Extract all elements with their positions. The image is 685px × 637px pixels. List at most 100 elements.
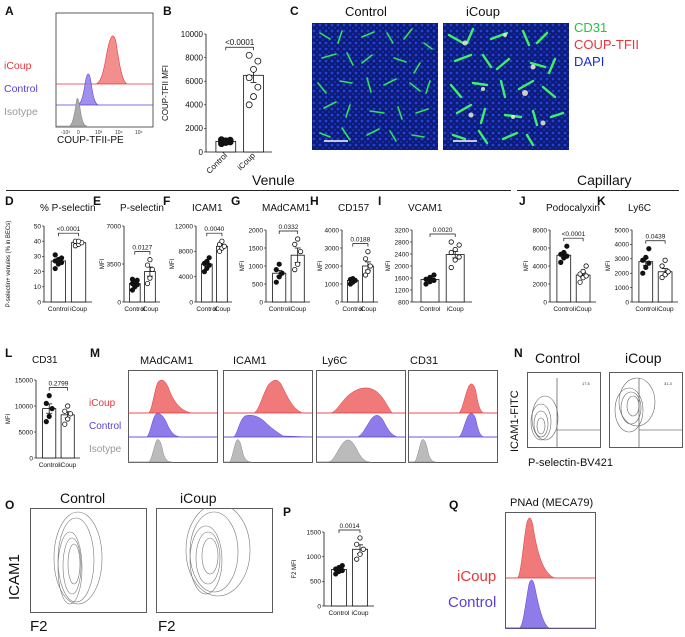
chart-f-point (221, 243, 227, 249)
panel-letter-q: Q (449, 498, 459, 512)
chart-i-point (452, 257, 458, 263)
panel-o-contours (30, 508, 273, 613)
chart-h-ylabel: MFI (318, 261, 324, 272)
chart-f-tick-label: 0 (189, 299, 193, 306)
panel-letter-o: O (5, 498, 15, 512)
chart-f-title: ICAM1 (192, 203, 223, 214)
panel-q-title: PNAd (MECA79) (510, 497, 594, 509)
panel-q-histogram (505, 512, 596, 629)
panel-letter-m: M (90, 346, 100, 360)
chart-d-category-label: Control (48, 306, 70, 313)
chart-i-tick-label: 2800 (395, 239, 410, 246)
chart-d-category-label: iCoup (70, 306, 87, 313)
chart-p-pvalue: 0.0014 (340, 523, 360, 530)
chart-h-tick-label: 4000 (325, 227, 340, 234)
chart-j-sig-bracket (563, 237, 584, 242)
chart-j-tick-label: 4000 (533, 263, 548, 270)
panel-m-legend-isotype: Isotype (89, 444, 122, 455)
panel-n-control-title: Control (535, 350, 581, 366)
venule-rule (6, 190, 511, 191)
chart-f-point (206, 255, 212, 261)
chart-d-tick-label: 30 (34, 254, 42, 261)
chart-b-tick-label: 6000 (185, 77, 203, 86)
chart-i-category-label: Control (420, 306, 442, 313)
legend-dapi: DAPI (574, 54, 605, 69)
chart-j-tick-label: 6000 (533, 245, 548, 252)
chart-p-tick-label: 1500 (307, 529, 322, 536)
chart-i-point (431, 277, 437, 284)
chart-f-tick-label: 8000 (179, 249, 194, 256)
panel-o-control-title: Control (60, 490, 106, 506)
chart-d-tick-label: 10 (34, 284, 42, 291)
chart-l-point (65, 416, 71, 422)
chart-l-tick-label: 15000 (15, 377, 33, 384)
chart-l-ylabel: MFI (6, 414, 12, 425)
chart-h-point (362, 256, 369, 262)
panel-o-xlabel-2: F2 (158, 618, 176, 635)
chart-g-point (279, 270, 285, 276)
chart-i-point (431, 272, 437, 278)
chart-i-pvalue: 0.0020 (433, 227, 453, 234)
chart-h-tick-label: 3000 (325, 245, 340, 252)
panel-letter-g: G (231, 194, 241, 208)
chart-l-point (62, 421, 68, 427)
chart-f-point (204, 258, 210, 265)
chart-g-sig-bracket (278, 230, 299, 234)
chart-b-ylabel: COUP-TFII MFI (161, 65, 170, 121)
chart-f-category-label: Control (196, 306, 218, 313)
chart-d: % P-selectin+ 0 10 20 30 40 50 P-selectin+ venu… (6, 203, 96, 313)
panel-m-histograms (128, 370, 498, 463)
chart-i-tick-label: 3200 (395, 227, 410, 234)
chart-p-point (354, 541, 360, 547)
chart-l-point (62, 408, 68, 414)
chart-d-point (52, 265, 58, 272)
chart-k-category-label: iCoup (657, 306, 674, 313)
panel-q-legend-icoup: iCoup (457, 568, 497, 585)
contour-o-icoup (156, 508, 273, 613)
chart-h-point (365, 248, 371, 255)
chart-e-point (147, 275, 153, 281)
chart-g-point (292, 267, 298, 273)
histogram-madcam1 (128, 370, 218, 463)
panel-n-xlabel: P-selectin-BV421 (528, 457, 613, 469)
chart-b-point (254, 57, 262, 65)
tick-a-3: 10⁴ (115, 130, 123, 136)
chart-h-category-label: iCoup (359, 306, 376, 313)
histogram-cd31 (408, 370, 498, 463)
chart-e-pvalue: 0.0127 (132, 245, 152, 252)
chart-l-sig-bracket (48, 387, 69, 391)
chart-k: Ly6C 0 1000 2000 3000 4000 5000 MFI Control iCoup… (606, 203, 678, 313)
histogram-icam1 (223, 370, 313, 463)
chart-b-tick-label: 4000 (185, 101, 203, 110)
chart-b-point (226, 136, 234, 144)
chart-g-tick-label: 2000 (249, 227, 264, 234)
chart-g: MAdCAM1 0 500 1000 1500 2000 MFI Control iCoup 0.… (240, 203, 311, 313)
chart-b-point (245, 101, 253, 109)
chart-g-category-label: Control (269, 306, 291, 313)
chart-d-tick-label: 20 (34, 269, 42, 276)
chart-g-point (295, 261, 301, 267)
chart-i-tick-label: 800 (398, 299, 409, 306)
chart-d-tick-label: 0 (37, 299, 41, 306)
chart-k-tick-label: 0 (625, 299, 629, 306)
panel-letter-c: C (290, 4, 299, 18)
chart-e-point (134, 277, 140, 283)
chart-e-tick-label: 3500 (107, 261, 122, 268)
chart-d-point (52, 252, 58, 258)
chart-f-sig-bracket (206, 232, 223, 237)
chart-i-point (423, 281, 429, 287)
chart-j-point (564, 243, 570, 249)
panel-letter-p: P (283, 505, 292, 519)
chart-i-point (456, 242, 462, 248)
chart-j-ylabel: MFI (524, 261, 530, 272)
chart-p-point (360, 546, 366, 552)
chart-p-point (357, 551, 363, 557)
chart-j-point (583, 263, 589, 269)
tick-a-2: 10³ (95, 130, 103, 136)
contour-n-icoup: 31.3 (609, 372, 683, 448)
micrograph-control-image (312, 23, 438, 150)
chart-d-pvalue: <0.0001 (57, 226, 81, 233)
chart-p-category-label: iCoup (352, 610, 369, 617)
